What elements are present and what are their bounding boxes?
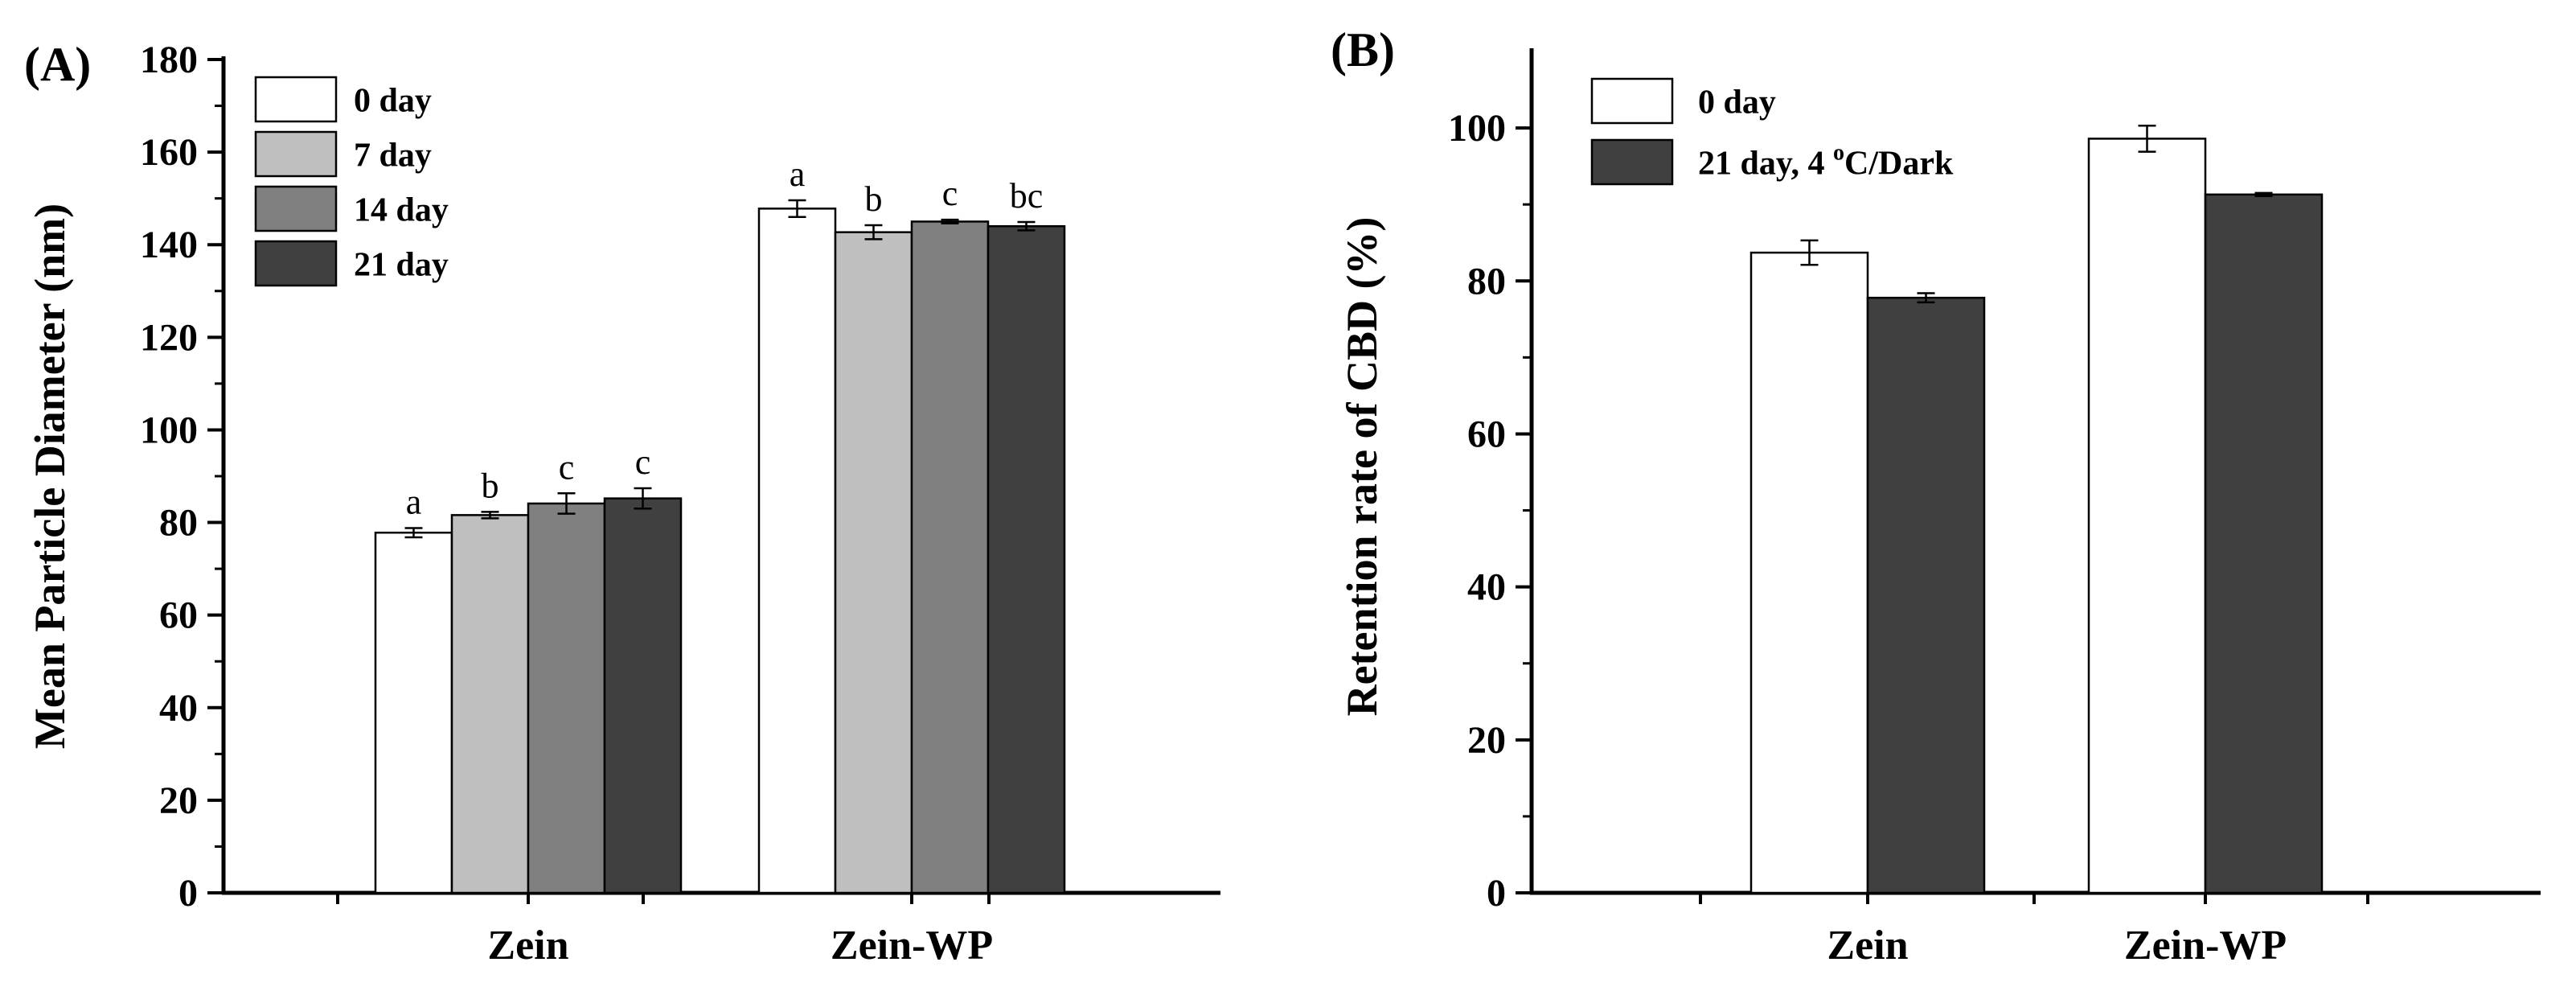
bar bbox=[1866, 296, 1986, 894]
y-tick-label: 20 bbox=[159, 779, 198, 822]
y-tick-label: 20 bbox=[1467, 719, 1506, 762]
significance-label: b bbox=[865, 179, 883, 219]
panel-b: (B) Retention rate of CBD (%) 0 20 40 60 80 100… bbox=[1331, 23, 2541, 968]
y-tick-label: 120 bbox=[140, 316, 198, 359]
bar bbox=[374, 531, 453, 894]
bar bbox=[1749, 251, 1869, 894]
bar bbox=[834, 231, 913, 894]
y-tick-label: 60 bbox=[159, 594, 198, 637]
x-category-label: Zein bbox=[1827, 923, 1908, 968]
legend-swatch bbox=[254, 76, 338, 123]
legend-label: 21 day, 4 oC/Dark bbox=[1698, 141, 1954, 183]
significance-label: b bbox=[482, 466, 499, 505]
legend-label: 14 day bbox=[354, 192, 449, 229]
legend-label: 0 day bbox=[1698, 84, 1776, 121]
y-tick-label: 40 bbox=[1467, 566, 1506, 609]
legend-swatch bbox=[254, 130, 338, 178]
panel-label: (A) bbox=[24, 38, 91, 91]
y-tick-label: 80 bbox=[1467, 260, 1506, 302]
bar bbox=[2204, 193, 2324, 894]
y-tick-label: 100 bbox=[140, 409, 198, 451]
bar bbox=[603, 497, 683, 894]
y-tick-label: 100 bbox=[1448, 107, 1506, 150]
y-tick-label: 160 bbox=[140, 131, 198, 174]
panel-label: (B) bbox=[1331, 23, 1395, 76]
significance-label: c bbox=[942, 174, 958, 213]
legend-swatch bbox=[1590, 138, 1674, 186]
legend-label-superscript: o bbox=[1833, 141, 1844, 166]
y-tick-label: 0 bbox=[1487, 872, 1506, 915]
legend-swatch bbox=[254, 185, 338, 232]
bar bbox=[757, 208, 837, 894]
significance-label: bc bbox=[1010, 176, 1044, 216]
bar bbox=[2087, 138, 2207, 894]
y-tick-label: 180 bbox=[140, 39, 198, 81]
legend-label: 0 day bbox=[354, 83, 432, 120]
bar bbox=[987, 224, 1066, 894]
y-tick-label: 0 bbox=[178, 872, 198, 915]
significance-label: c bbox=[635, 442, 651, 482]
x-category-label: Zein-WP bbox=[831, 923, 993, 968]
y-tick-label: 140 bbox=[140, 224, 198, 266]
y-axis-title: Mean Particle Diameter (nm) bbox=[26, 204, 74, 749]
legend-label: 7 day bbox=[354, 138, 432, 175]
x-category-label: Zein bbox=[487, 923, 568, 968]
bar bbox=[450, 514, 530, 894]
significance-label: a bbox=[406, 482, 422, 521]
panel-a: (A) Mean Particle Diameter (nm) 0 20 40 60 80 1… bbox=[24, 38, 1220, 968]
legend-label-main: 0 day bbox=[1698, 84, 1776, 121]
y-tick-label: 80 bbox=[159, 502, 198, 545]
x-category-label: Zein-WP bbox=[2124, 923, 2287, 968]
y-tick-label: 60 bbox=[1467, 413, 1506, 455]
bar bbox=[527, 502, 606, 894]
bar bbox=[910, 220, 990, 894]
significance-label: c bbox=[559, 447, 575, 487]
legend-label-tail: C/Dark bbox=[1844, 146, 1954, 183]
significance-label: a bbox=[790, 154, 806, 194]
legend-label-main: 21 day, 4 bbox=[1698, 146, 1833, 183]
legend-swatch bbox=[254, 240, 338, 287]
legend-swatch bbox=[1590, 77, 1674, 125]
y-axis-title: Retention rate of CBD (%) bbox=[1338, 217, 1386, 717]
legend-label: 21 day bbox=[354, 247, 449, 284]
y-tick-label: 40 bbox=[159, 687, 198, 730]
